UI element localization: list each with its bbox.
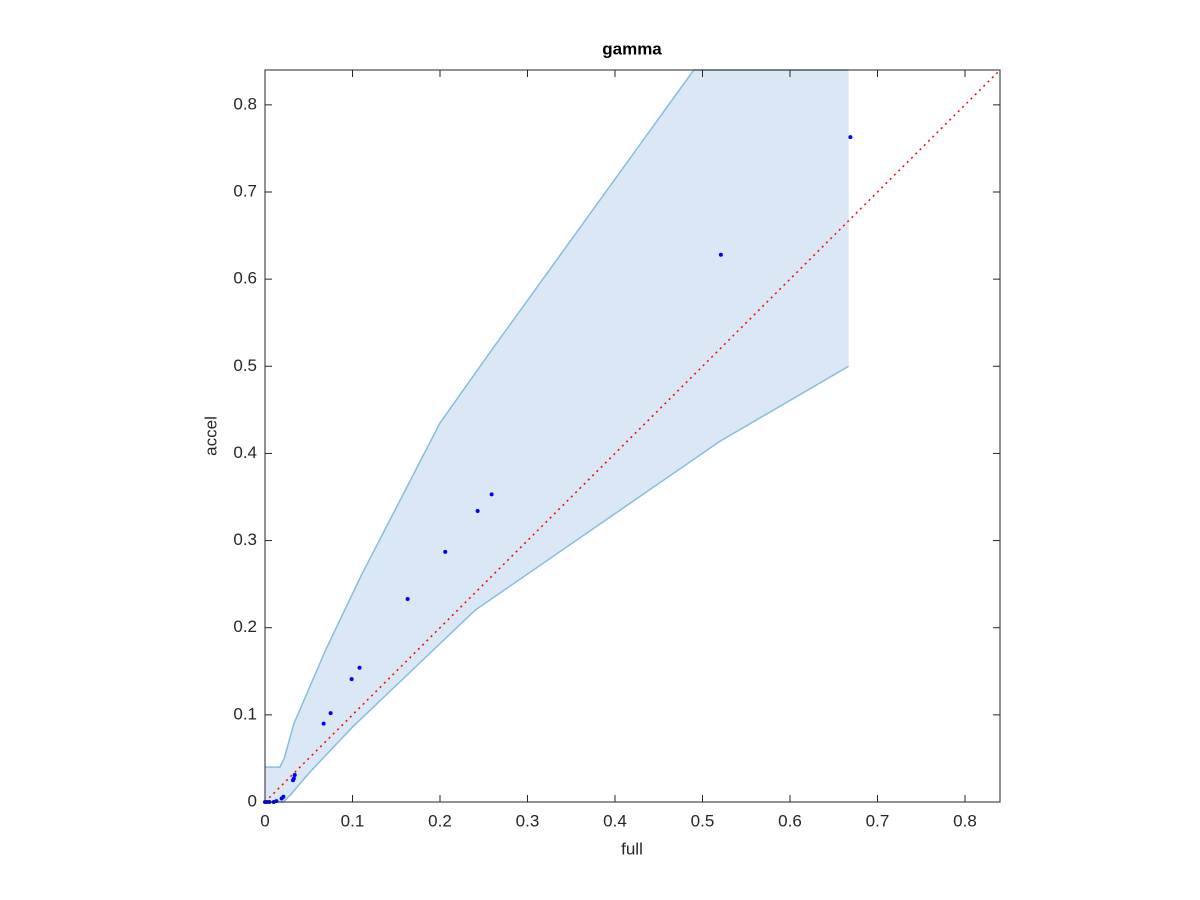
x-tick-label: 0.7	[866, 811, 890, 830]
chart-title: gamma	[602, 39, 662, 58]
axes-box	[264, 69, 1001, 803]
x-tick-label: 0	[260, 811, 269, 830]
data-point	[443, 549, 448, 554]
data-point	[357, 665, 362, 670]
data-point	[321, 721, 326, 726]
x-tick-label: 0.1	[341, 811, 365, 830]
data-point	[489, 492, 494, 497]
data-point	[292, 772, 297, 777]
y-tick-label: 0.7	[233, 181, 257, 200]
band-edge	[265, 69, 849, 768]
x-tick-label: 0.6	[778, 811, 802, 830]
x-tick-label: 0.4	[603, 811, 627, 830]
y-tick-label: 0.8	[233, 94, 257, 113]
y-axis-label: accel	[201, 416, 220, 456]
confidence-band	[265, 70, 849, 802]
data-point	[349, 677, 354, 682]
x-tick-label: 0.3	[516, 811, 540, 830]
y-tick-label: 0.6	[233, 269, 257, 288]
x-axis-label: full	[621, 839, 643, 858]
band-edge	[265, 365, 850, 803]
y-tick-label: 0	[248, 791, 257, 810]
y-tick-label: 0.3	[233, 530, 257, 549]
x-tick-label: 0.2	[428, 811, 452, 830]
data-point	[475, 508, 480, 513]
data-point	[718, 252, 723, 257]
x-tick-label: 0.5	[691, 811, 715, 830]
y-tick-label: 0.1	[233, 704, 257, 723]
data-point	[848, 135, 853, 140]
x-tick-label: 0.8	[953, 811, 977, 830]
data-point	[405, 596, 410, 601]
reference-line	[264, 69, 1001, 803]
y-tick-label: 0.4	[233, 443, 257, 462]
data-point	[279, 796, 284, 801]
y-tick-label: 0.5	[233, 356, 257, 375]
data-point	[291, 778, 295, 783]
data-point	[328, 711, 333, 716]
y-tick-label: 0.2	[233, 617, 257, 636]
